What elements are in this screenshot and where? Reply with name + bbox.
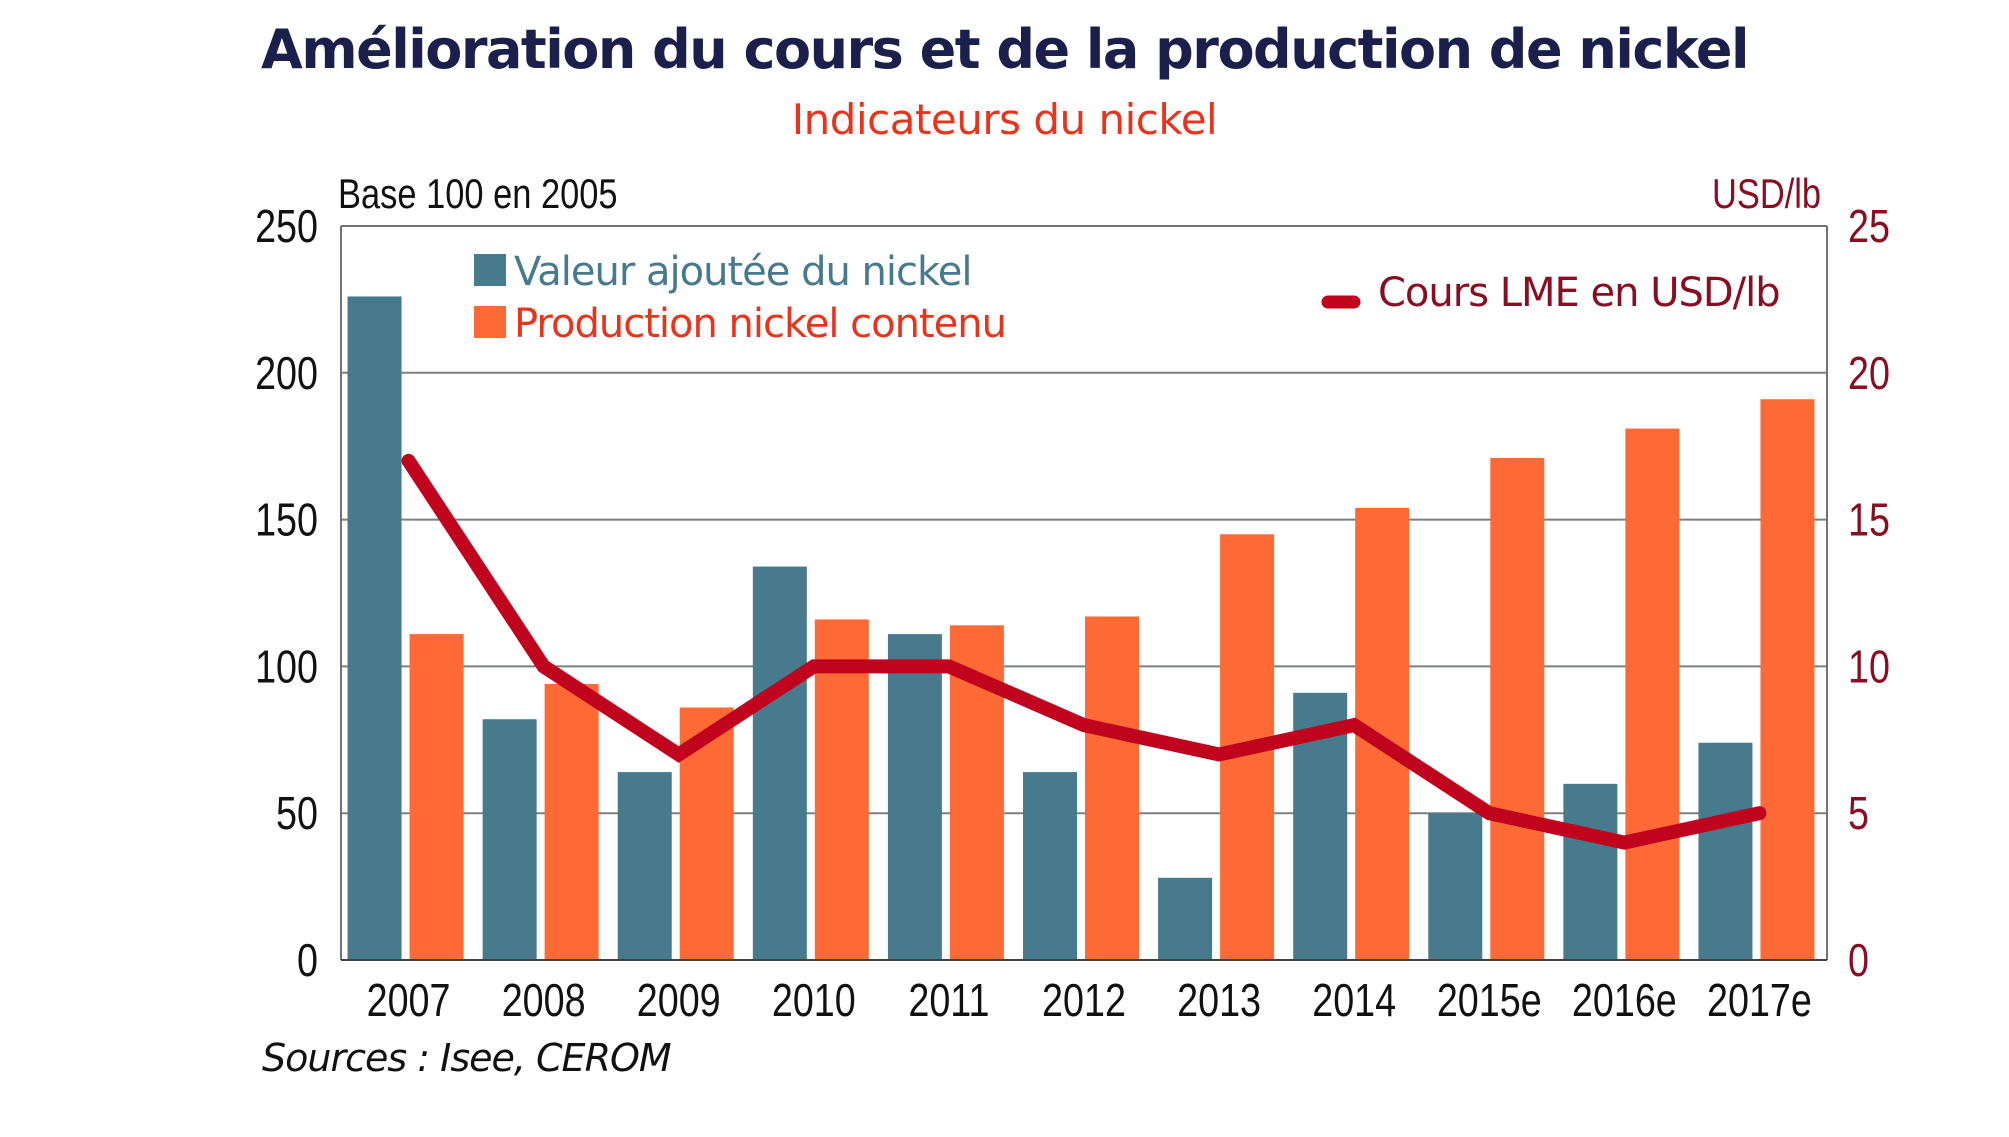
price-line xyxy=(401,453,1767,850)
left-tick-label: 50 xyxy=(276,788,318,839)
right-axis-label: USD/lb xyxy=(1712,170,1822,217)
bar-production xyxy=(544,684,599,960)
right-tick-label: 10 xyxy=(1848,641,1890,692)
legend-label-cours: Cours LME en USD/lb xyxy=(1378,270,1780,316)
right-tick-label: 0 xyxy=(1848,934,1869,985)
bar-production xyxy=(1490,457,1545,960)
price-line-layer xyxy=(401,453,1767,850)
legend-label-production: Production nickel contenu xyxy=(514,301,1006,347)
x-tick-label: 2016e xyxy=(1572,974,1677,1025)
right-tick-label: 5 xyxy=(1848,788,1869,839)
right-tick-label: 25 xyxy=(1848,200,1890,251)
bar-valeur-ajoutee xyxy=(1158,877,1213,960)
x-tick-label: 2013 xyxy=(1177,974,1261,1025)
x-tick-label: 2008 xyxy=(502,974,586,1025)
bar-valeur-ajoutee xyxy=(1428,813,1483,960)
legend-label-valeur-ajoutee: Valeur ajoutée du nickel xyxy=(514,249,971,295)
left-tick-label: 100 xyxy=(255,641,318,692)
bar-production xyxy=(814,619,869,960)
bar-production xyxy=(409,634,464,960)
x-tick-label: 2015e xyxy=(1437,974,1542,1025)
legend-swatch-production xyxy=(474,306,506,338)
right-tick-label: 15 xyxy=(1848,494,1890,545)
axes: 0 50 100 150 200 250 0 5 10 15 20 25 2007 2008 2009 201… xyxy=(255,200,1890,1025)
left-tick-label: 0 xyxy=(297,934,318,985)
bar-production xyxy=(1760,399,1815,960)
bars xyxy=(347,296,1815,961)
left-tick-label: 200 xyxy=(255,347,318,398)
bar-valeur-ajoutee xyxy=(887,634,942,960)
legend: Valeur ajoutée du nickel Production nick… xyxy=(474,249,1781,347)
legend-swatch-valeur-ajoutee xyxy=(474,254,506,286)
bar-valeur-ajoutee xyxy=(482,719,537,960)
x-tick-label: 2009 xyxy=(637,974,721,1025)
x-tick-label: 2011 xyxy=(908,974,989,1025)
left-tick-label: 250 xyxy=(255,200,318,251)
source-note: Sources : Isee, CEROM xyxy=(262,1036,672,1080)
chart-subtitle: Indicateurs du nickel xyxy=(791,95,1218,144)
left-tick-label: 150 xyxy=(255,494,318,545)
bar-valeur-ajoutee xyxy=(617,772,672,960)
right-tick-label: 20 xyxy=(1848,347,1890,398)
bar-valeur-ajoutee xyxy=(1023,772,1077,960)
bar-production xyxy=(1625,428,1680,961)
x-tick-label: 2012 xyxy=(1042,974,1126,1025)
x-tick-label: 2007 xyxy=(367,974,451,1025)
bar-valeur-ajoutee xyxy=(347,296,402,960)
x-tick-label: 2014 xyxy=(1312,974,1396,1025)
bar-valeur-ajoutee xyxy=(1563,783,1618,960)
bar-production xyxy=(1085,616,1139,960)
bar-valeur-ajoutee xyxy=(1698,742,1753,960)
chart-title: Amélioration du cours et de la productio… xyxy=(261,18,1749,81)
bar-valeur-ajoutee xyxy=(752,566,807,960)
x-tick-label: 2017e xyxy=(1707,974,1812,1025)
x-tick-label: 2010 xyxy=(772,974,856,1025)
left-axis-label: Base 100 en 2005 xyxy=(338,170,618,217)
